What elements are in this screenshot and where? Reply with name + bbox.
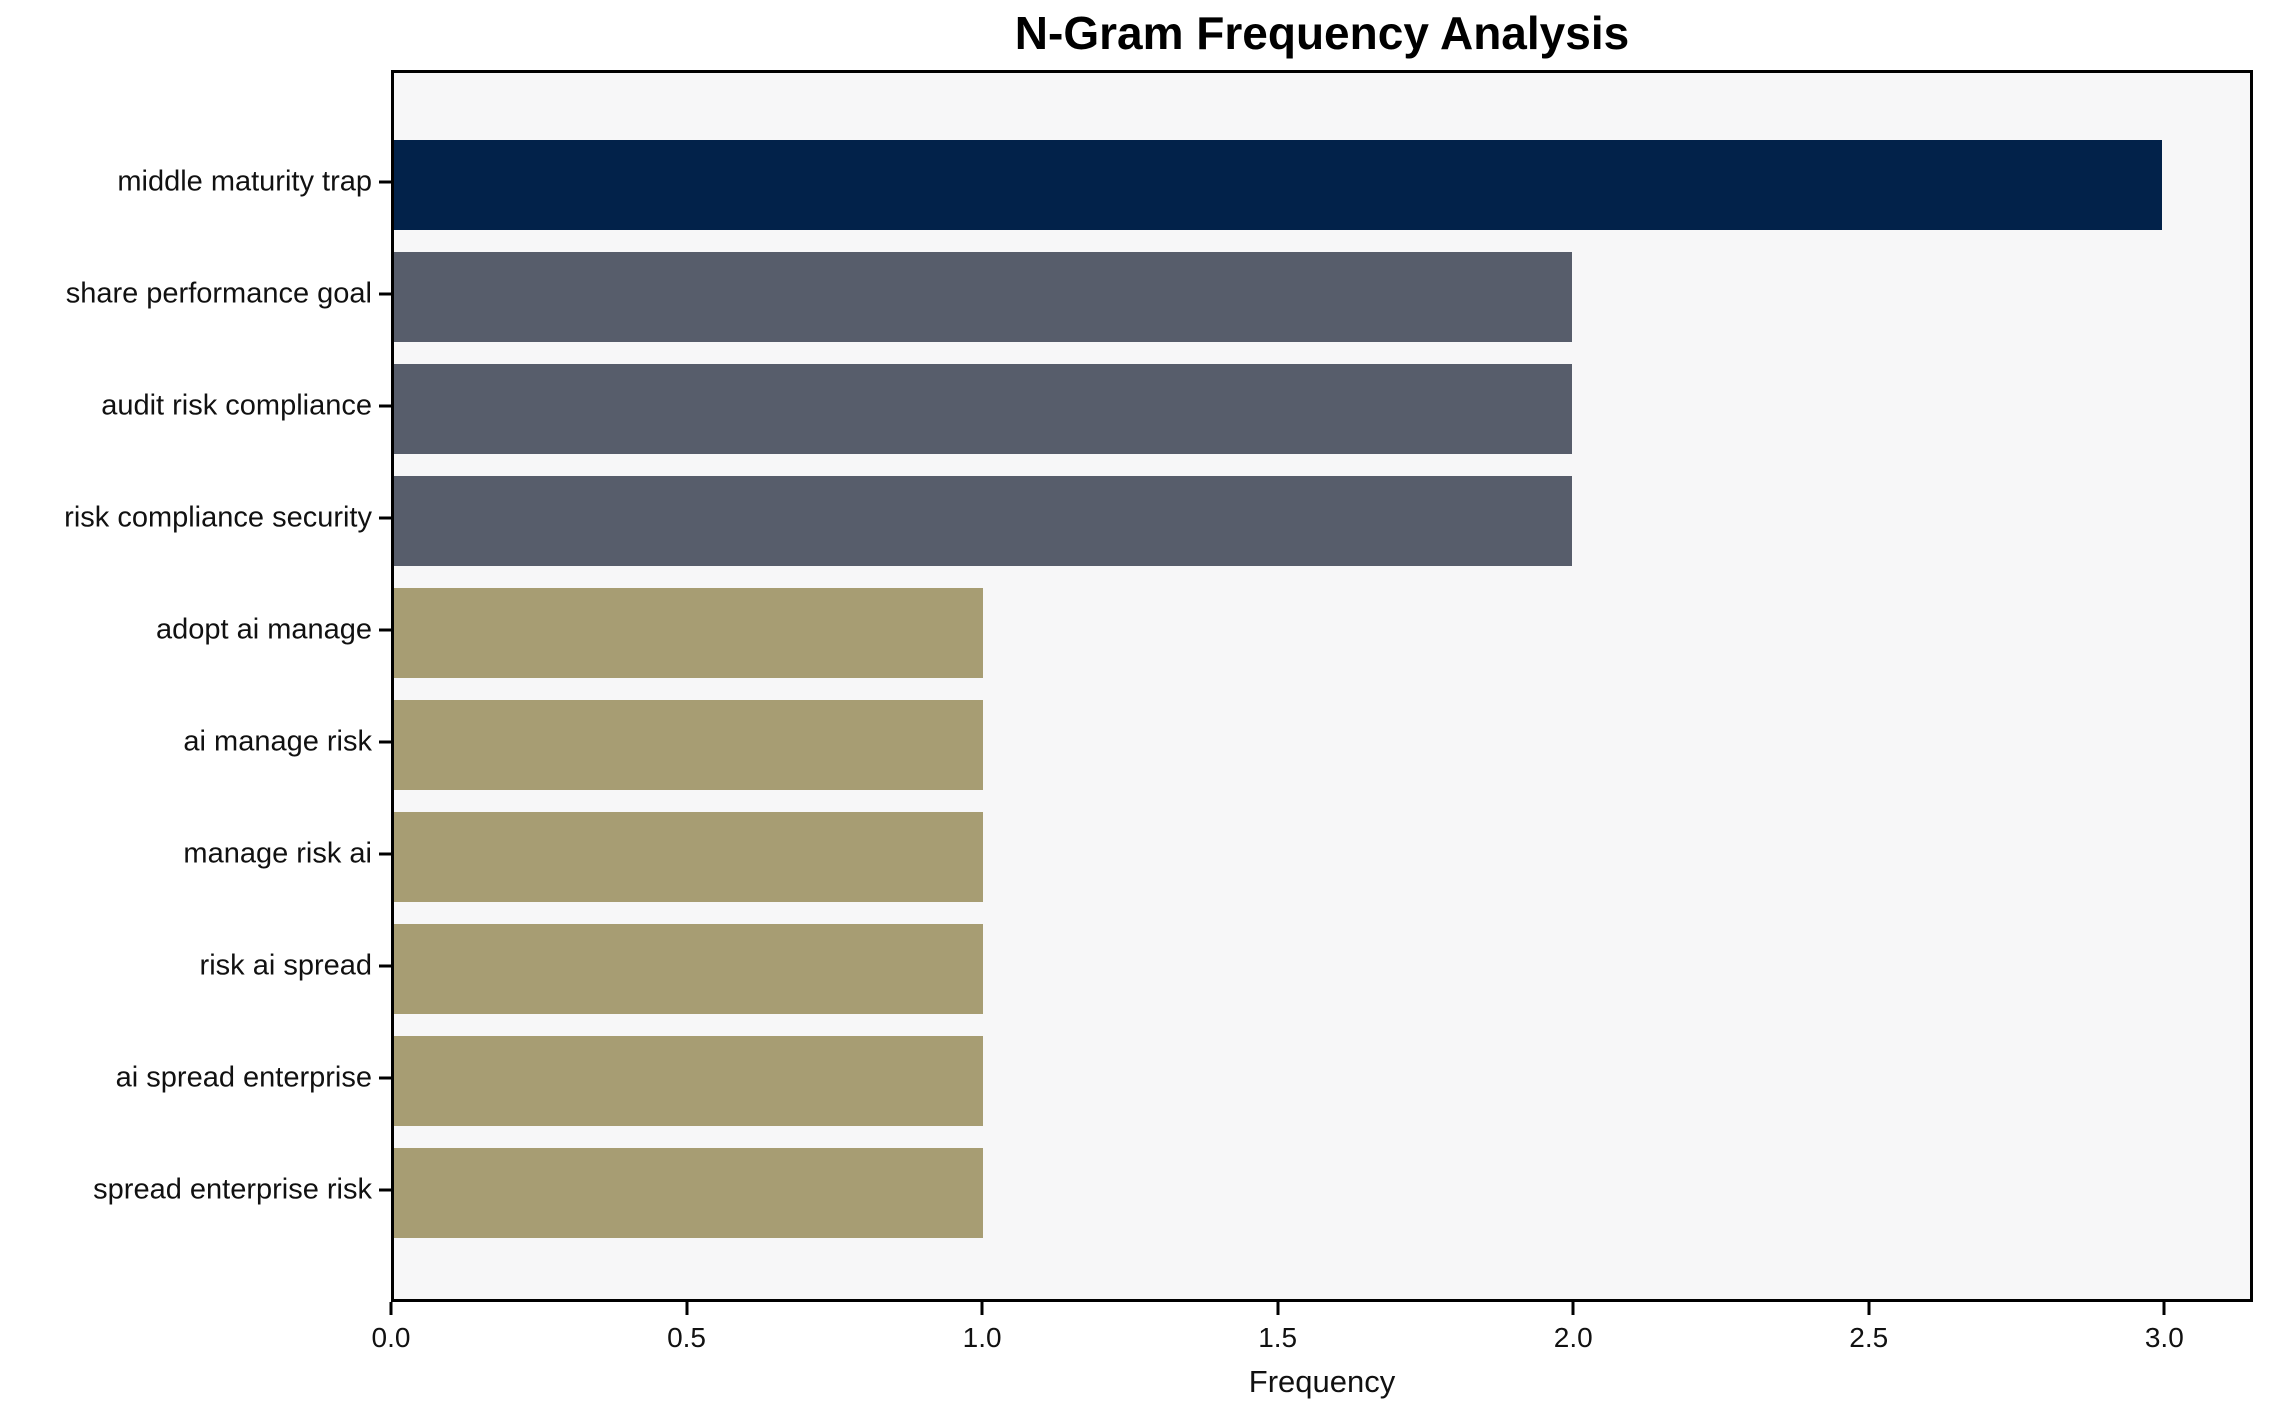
x-tick-label: 1.0	[962, 1322, 1002, 1353]
bar	[394, 588, 984, 678]
y-tick-label: ai manage risk	[183, 725, 372, 758]
y-tick-mark	[379, 516, 391, 520]
y-tick-label: share performance goal	[65, 277, 372, 310]
x-tick-mark	[1867, 1302, 1871, 1315]
y-tick-label: risk ai spread	[199, 949, 372, 982]
y-tick-label: adopt ai manage	[155, 613, 372, 646]
y-tick-mark	[379, 292, 391, 296]
bar	[394, 476, 1573, 566]
bar	[394, 924, 984, 1014]
y-tick-label: middle maturity trap	[117, 165, 372, 198]
y-tick-label: audit risk compliance	[101, 389, 372, 422]
y-tick-mark	[379, 964, 391, 968]
bar	[394, 812, 984, 902]
y-tick-mark	[379, 852, 391, 856]
y-tick-mark	[379, 180, 391, 184]
x-tick-mark	[389, 1302, 393, 1315]
bar	[394, 700, 984, 790]
bar	[394, 364, 1573, 454]
y-tick-mark	[379, 628, 391, 632]
y-tick-mark	[379, 740, 391, 744]
x-tick-label: 2.0	[1553, 1322, 1593, 1353]
y-tick-label: risk compliance security	[64, 501, 372, 534]
bar	[394, 1148, 984, 1238]
y-tick-mark	[379, 1188, 391, 1192]
x-tick-label: 3.0	[2144, 1322, 2184, 1353]
x-tick-label: 2.5	[1849, 1322, 1889, 1353]
x-tick-mark	[685, 1302, 689, 1315]
y-tick-label: spread enterprise risk	[93, 1173, 372, 1206]
bar	[394, 252, 1573, 342]
plot-area	[391, 70, 2253, 1302]
bar	[394, 140, 2162, 230]
x-tick-label: 0.5	[667, 1322, 707, 1353]
x-tick-mark	[1571, 1302, 1575, 1315]
bar	[394, 1036, 984, 1126]
x-axis-label: Frequency	[1248, 1364, 1396, 1399]
y-tick-mark	[379, 404, 391, 408]
x-tick-label: 0.0	[371, 1322, 411, 1353]
y-tick-label: manage risk ai	[183, 837, 372, 870]
x-tick-label: 1.5	[1258, 1322, 1298, 1353]
y-tick-mark	[379, 1076, 391, 1080]
chart-title: N-Gram Frequency Analysis	[1014, 7, 1630, 59]
y-tick-label: ai spread enterprise	[115, 1061, 372, 1094]
x-tick-mark	[1276, 1302, 1280, 1315]
x-tick-mark	[2162, 1302, 2166, 1315]
x-tick-mark	[980, 1302, 984, 1315]
